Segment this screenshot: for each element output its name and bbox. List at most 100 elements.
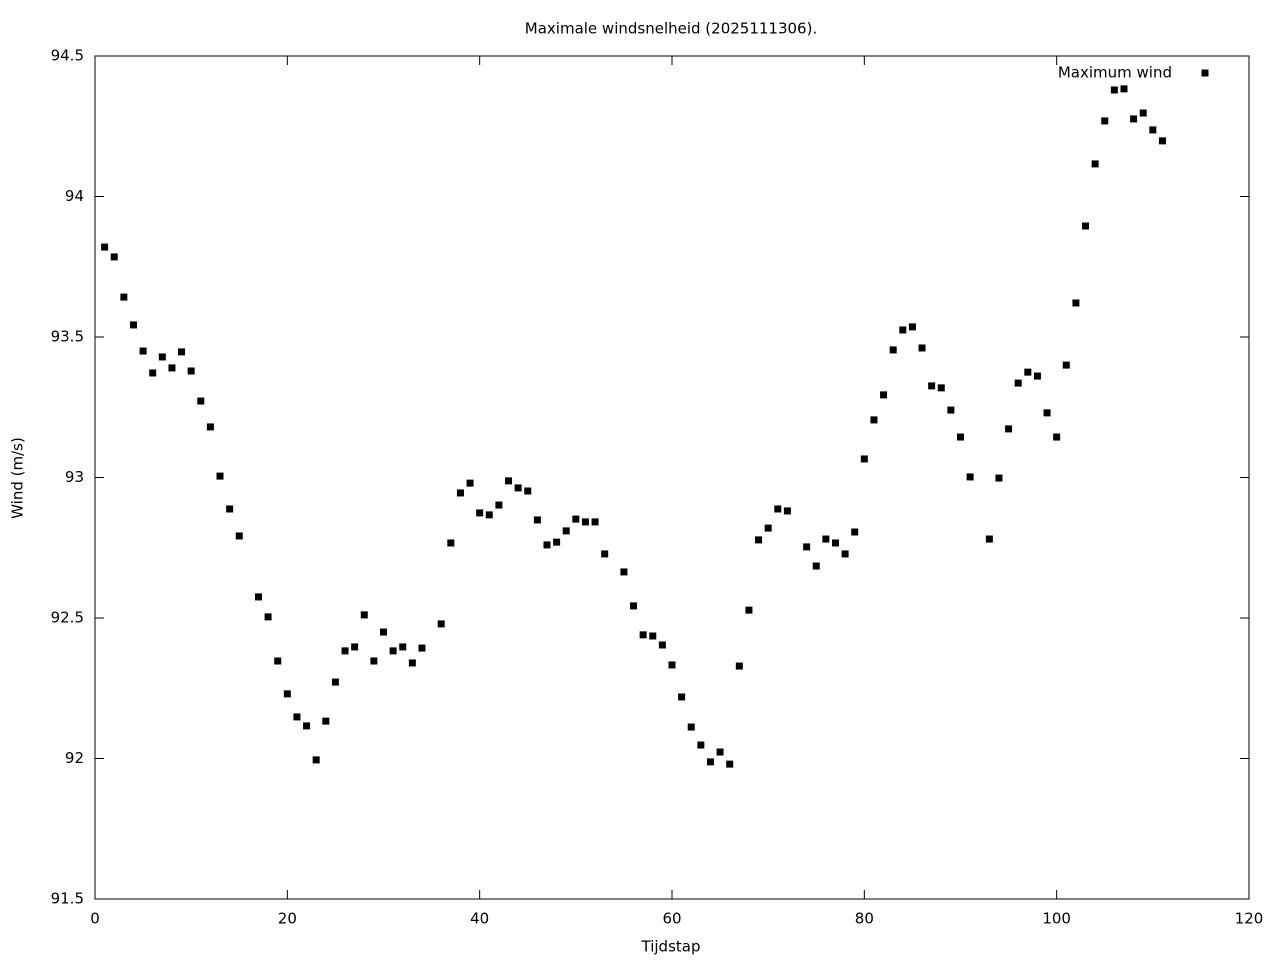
data-point (1158, 137, 1166, 145)
legend-marker (1201, 69, 1209, 77)
x-tick-label: 120 (1235, 910, 1264, 928)
data-point (533, 516, 541, 524)
y-tick-label: 94 (65, 187, 84, 205)
data-point (831, 539, 839, 547)
data-point (764, 524, 772, 532)
data-point (1014, 379, 1022, 387)
data-point (120, 293, 128, 301)
data-point (908, 323, 916, 331)
data-point (293, 713, 301, 721)
data-point (755, 536, 763, 544)
data-point (1082, 222, 1090, 230)
data-point (524, 487, 532, 495)
data-point (226, 505, 234, 513)
data-point (1149, 126, 1157, 134)
data-point (351, 643, 359, 651)
data-point (937, 384, 945, 392)
data-point (399, 643, 407, 651)
data-point (303, 722, 311, 730)
data-point (370, 657, 378, 665)
data-point (649, 632, 657, 640)
data-point (216, 472, 224, 480)
data-point (899, 326, 907, 334)
data-point (947, 406, 955, 414)
x-tick-label: 60 (662, 910, 681, 928)
data-point (158, 353, 166, 361)
data-point (495, 501, 503, 509)
data-point (178, 348, 186, 356)
data-point (408, 659, 416, 667)
data-point (1091, 160, 1099, 168)
data-point (1005, 425, 1013, 433)
data-point (812, 562, 820, 570)
data-point (957, 433, 964, 441)
data-point (745, 606, 753, 614)
x-tick-label: 40 (470, 910, 489, 928)
data-point (129, 321, 137, 329)
data-point (254, 593, 262, 601)
data-point (591, 518, 599, 526)
data-point (1053, 433, 1061, 441)
y-tick-label: 92.5 (51, 609, 84, 627)
data-point (264, 613, 272, 621)
data-point (1139, 109, 1147, 117)
data-point (312, 756, 320, 764)
data-point (476, 509, 484, 517)
data-point (322, 717, 330, 725)
data-point (380, 628, 387, 636)
y-tick-label: 92 (65, 749, 84, 767)
data-point (735, 662, 743, 670)
data-point (197, 397, 205, 405)
data-point (389, 647, 397, 655)
data-point (966, 473, 974, 481)
data-point (505, 477, 513, 485)
data-point (630, 602, 638, 610)
data-point (543, 541, 551, 549)
data-point (553, 538, 561, 546)
x-tick-label: 0 (90, 910, 100, 928)
data-point (418, 644, 426, 652)
data-point (139, 347, 147, 355)
data-point (1062, 361, 1070, 369)
data-point (485, 511, 493, 519)
data-point (783, 507, 791, 515)
y-tick-label: 93 (65, 468, 84, 486)
y-tick-label: 93.5 (51, 328, 84, 346)
data-point (697, 741, 705, 749)
data-point (928, 382, 936, 390)
data-point (149, 369, 157, 377)
data-point (562, 527, 570, 535)
legend-label: Maximum wind (1058, 64, 1172, 82)
x-tick-label: 100 (1042, 910, 1071, 928)
data-point (1101, 117, 1109, 125)
data-point (1120, 85, 1128, 93)
data-point (880, 391, 888, 399)
y-tick-label: 94.5 (51, 47, 84, 65)
data-point (437, 620, 445, 628)
data-point (860, 455, 868, 463)
data-point (206, 423, 214, 431)
data-point (1130, 115, 1138, 123)
data-point (283, 690, 291, 698)
data-point (706, 758, 714, 766)
plot-frame (94, 55, 1250, 900)
chart-title: Maximale windsnelheid (2025111306). (525, 20, 817, 38)
data-point (447, 539, 455, 547)
data-point (658, 641, 666, 649)
data-point (985, 535, 993, 543)
data-point (1110, 86, 1118, 94)
data-point (341, 647, 349, 655)
data-point (639, 631, 647, 639)
data-point (841, 550, 849, 558)
data-point (514, 484, 522, 492)
data-point (620, 568, 628, 576)
data-point (456, 489, 464, 497)
data-point (995, 474, 1003, 482)
data-point (716, 748, 724, 756)
data-point (235, 532, 243, 540)
data-point (822, 535, 830, 543)
x-axis-label: Tijdstap (641, 938, 701, 956)
data-point (851, 528, 859, 536)
data-point (331, 678, 339, 686)
